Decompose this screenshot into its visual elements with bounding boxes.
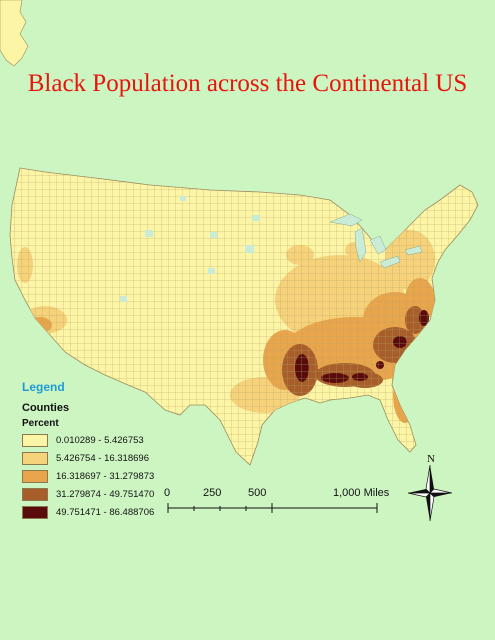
alaska-fragment — [0, 0, 29, 67]
north-label: N — [427, 453, 435, 465]
legend-row: 0.010289 - 5.426753 — [22, 433, 144, 447]
scale-label-500: 500 — [248, 487, 267, 499]
legend-layer-name: Counties — [22, 402, 70, 414]
legend-field-name: Percent — [22, 418, 59, 429]
legend-row: 16.318697 - 31.279873 — [22, 469, 154, 483]
legend-label: 16.318697 - 31.279873 — [56, 470, 155, 482]
scale-label-250: 250 — [203, 487, 222, 499]
legend-row: 5.426754 - 16.318696 — [22, 451, 149, 465]
scale-label-1000: 1,000 Miles — [333, 487, 390, 499]
legend-swatch — [22, 433, 48, 447]
legend-row: 31.279874 - 49.751470 — [22, 487, 154, 501]
legend-label: 0.010289 - 5.426753 — [56, 434, 144, 446]
scale-bar — [167, 503, 378, 513]
legend-swatch — [22, 505, 48, 519]
legend-label: 5.426754 - 16.318696 — [56, 452, 149, 464]
legend-label: 49.751471 - 86.488706 — [56, 506, 155, 518]
map-title: Black Population across the Continental … — [27, 70, 468, 97]
legend-swatch — [22, 487, 48, 501]
legend-heading: Legend — [22, 380, 65, 394]
legend-row: 49.751471 - 86.488706 — [22, 505, 154, 519]
north-arrow-icon — [407, 464, 453, 522]
legend-swatch — [22, 451, 48, 465]
county-grid — [10, 168, 478, 465]
scale-label-0: 0 — [164, 487, 171, 499]
legend-label: 31.279874 - 49.751470 — [56, 488, 155, 500]
great-lakes — [329, 213, 423, 269]
no-data-patches — [120, 196, 260, 302]
legend-swatch — [22, 469, 48, 483]
